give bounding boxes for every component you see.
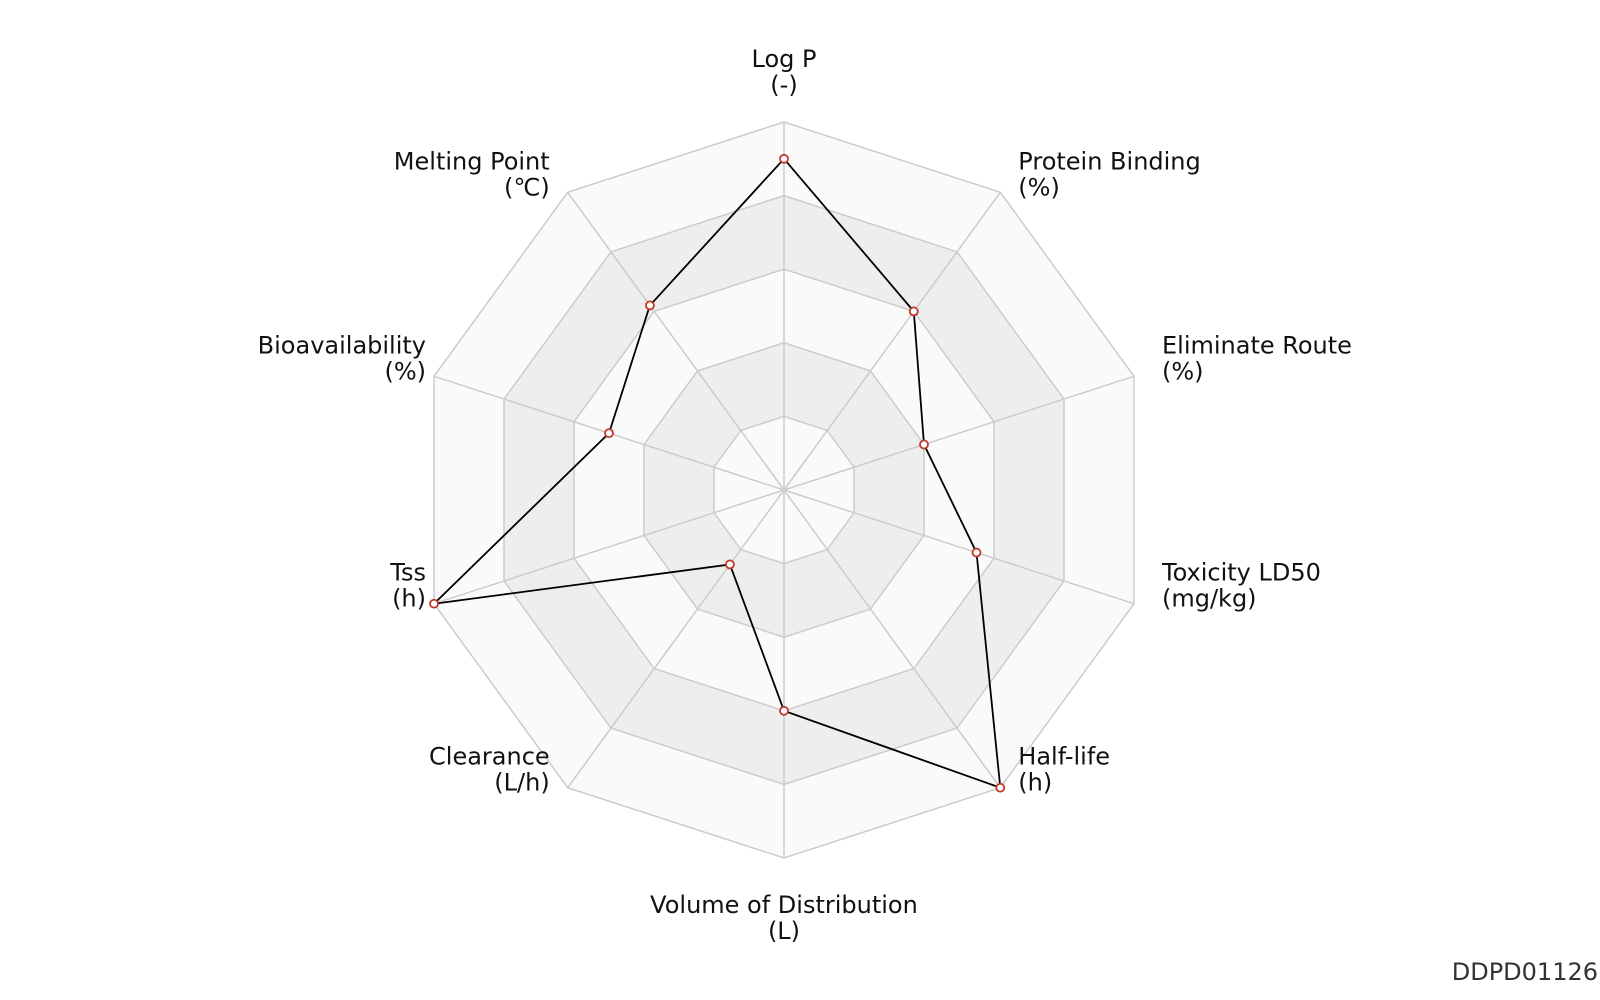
axis-unit-label: (L) [768,917,800,945]
axis-label: Log P [752,45,817,73]
axis-spoke [433,489,785,605]
axis-unit-label: (mg/kg) [1162,585,1257,613]
data-point [429,598,439,609]
axis-spoke [567,191,785,491]
data-point [644,300,655,311]
axis-unit-label: (℃) [504,173,550,201]
axis-label: Tss [389,559,426,587]
axis-label: Clearance [429,743,550,771]
axis-spoke [783,375,1135,491]
grid-ring [713,415,855,565]
data-point [908,306,919,317]
axis-spoke [567,489,785,789]
axis-label: Volume of Distribution [650,891,918,919]
axis-label: Protein Binding [1018,147,1200,175]
axis-spoke [783,489,1001,789]
axis-label: Toxicity LD50 [1161,559,1321,587]
data-point [971,547,982,558]
radar-axis-labels: Log P(-)Protein Binding(%)Eliminate Rout… [258,45,1352,945]
axis-label: Half-life [1018,743,1110,771]
data-point [995,782,1006,793]
axis-unit-label: (-) [770,71,797,99]
axis-unit-label: (%) [1018,173,1060,201]
data-point [779,705,789,716]
axis-unit-label: (h) [1018,769,1052,797]
radar-axis-spokes [433,122,1135,858]
data-point [919,439,929,450]
axis-label: Eliminate Route [1162,331,1352,359]
data-point [779,153,789,164]
axis-label: Bioavailability [258,331,426,359]
document-id: DDPD01126 [1451,958,1598,986]
grid-ring [433,121,1135,859]
axis-unit-label: (%) [384,357,426,385]
axis-unit-label: (%) [1162,357,1204,385]
grid-ring [643,342,925,638]
data-point [725,559,735,570]
axis-unit-label: (h) [392,585,426,613]
axis-spoke [783,191,1001,491]
axis-label: Melting Point [394,147,550,175]
axis-unit-label: (L/h) [494,769,549,797]
radar-series [429,153,1006,793]
axis-spoke [783,489,1135,605]
grid-ring [503,194,1065,786]
data-point [604,428,614,439]
